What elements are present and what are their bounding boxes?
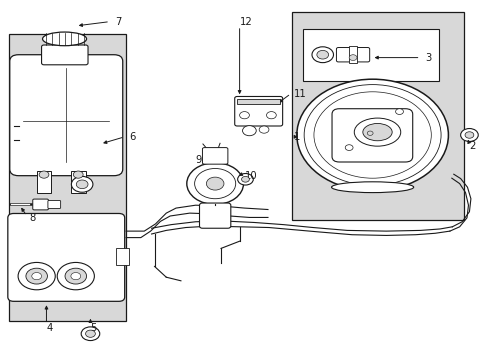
Bar — [348, 46, 356, 63]
Circle shape — [73, 171, 83, 178]
Circle shape — [26, 268, 47, 284]
Circle shape — [464, 132, 473, 138]
Circle shape — [241, 176, 249, 182]
FancyBboxPatch shape — [331, 109, 412, 162]
Text: 12: 12 — [239, 17, 252, 27]
Text: 11: 11 — [293, 89, 305, 99]
Bar — [37, 171, 51, 193]
Circle shape — [316, 50, 328, 59]
Circle shape — [296, 79, 447, 191]
Text: 8: 8 — [29, 213, 36, 223]
Circle shape — [239, 112, 249, 119]
Text: 4: 4 — [46, 323, 53, 333]
FancyBboxPatch shape — [234, 96, 282, 126]
Circle shape — [57, 262, 94, 290]
Circle shape — [460, 129, 477, 141]
Text: 1: 1 — [293, 132, 299, 142]
Circle shape — [348, 55, 356, 60]
Ellipse shape — [42, 32, 86, 46]
Text: 5: 5 — [90, 323, 97, 333]
Ellipse shape — [353, 118, 400, 146]
Bar — [303, 29, 438, 81]
FancyBboxPatch shape — [8, 213, 124, 301]
Circle shape — [395, 109, 403, 114]
Circle shape — [366, 131, 372, 135]
FancyBboxPatch shape — [48, 201, 61, 208]
Circle shape — [18, 262, 55, 290]
Text: 6: 6 — [129, 132, 136, 142]
Bar — [71, 171, 85, 193]
Circle shape — [81, 327, 100, 341]
Circle shape — [186, 163, 243, 204]
Circle shape — [85, 330, 95, 337]
Circle shape — [65, 268, 86, 284]
Circle shape — [345, 145, 352, 150]
Circle shape — [313, 92, 430, 178]
Text: 3: 3 — [425, 53, 431, 63]
FancyBboxPatch shape — [10, 55, 122, 176]
FancyBboxPatch shape — [33, 199, 48, 210]
Circle shape — [76, 180, 88, 189]
Ellipse shape — [362, 123, 391, 141]
Circle shape — [259, 126, 268, 133]
Bar — [292, 12, 463, 220]
Bar — [116, 248, 128, 265]
Text: 9: 9 — [195, 155, 202, 165]
FancyBboxPatch shape — [336, 48, 369, 62]
Circle shape — [237, 174, 253, 185]
Circle shape — [311, 47, 333, 63]
Circle shape — [194, 168, 235, 199]
Text: 2: 2 — [468, 141, 475, 151]
Circle shape — [206, 177, 224, 190]
Text: 7: 7 — [115, 17, 121, 27]
Circle shape — [71, 273, 81, 280]
Circle shape — [242, 126, 256, 136]
FancyBboxPatch shape — [202, 148, 227, 164]
Circle shape — [32, 273, 41, 280]
FancyBboxPatch shape — [41, 45, 88, 65]
Circle shape — [266, 112, 276, 119]
Circle shape — [39, 171, 49, 178]
Bar — [9, 34, 126, 321]
Ellipse shape — [331, 182, 413, 193]
FancyBboxPatch shape — [199, 203, 230, 228]
Bar — [237, 99, 280, 104]
Text: 10: 10 — [244, 171, 257, 181]
Circle shape — [304, 85, 440, 185]
Circle shape — [71, 176, 93, 192]
